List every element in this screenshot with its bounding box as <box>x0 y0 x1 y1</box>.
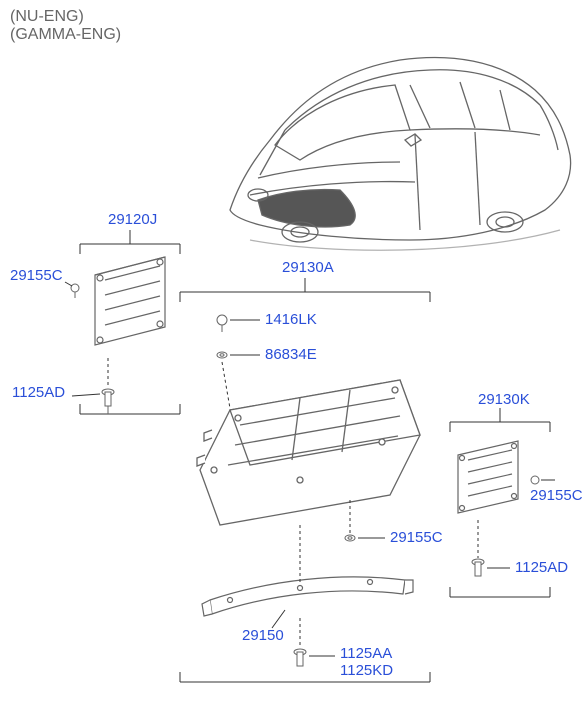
callout-29155C-left[interactable]: 29155C <box>10 268 63 285</box>
callout-29130K[interactable]: 29130K <box>478 392 530 409</box>
callout-86834E[interactable]: 86834E <box>265 347 317 364</box>
callout-1416LK[interactable]: 1416LK <box>265 312 317 329</box>
callout-29155C-right[interactable]: 29155C <box>530 488 583 505</box>
group-29130A <box>180 278 430 682</box>
diagram-canvas: (NU-ENG) (GAMMA-ENG) <box>0 0 588 727</box>
diagram-svg <box>0 0 588 727</box>
callout-1125KD[interactable]: 1125KD <box>340 663 393 680</box>
callout-1125AD-right[interactable]: 1125AD <box>515 560 568 577</box>
group-29120J <box>65 230 180 414</box>
callout-29130A[interactable]: 29130A <box>282 260 334 277</box>
callout-1125AA[interactable]: 1125AA <box>340 646 392 663</box>
car-illustration <box>230 58 571 251</box>
callout-1125AD-left[interactable]: 1125AD <box>12 385 65 402</box>
callout-29120J[interactable]: 29120J <box>108 212 157 229</box>
callout-29150[interactable]: 29150 <box>242 628 284 645</box>
callout-29155C-mid[interactable]: 29155C <box>390 530 443 547</box>
